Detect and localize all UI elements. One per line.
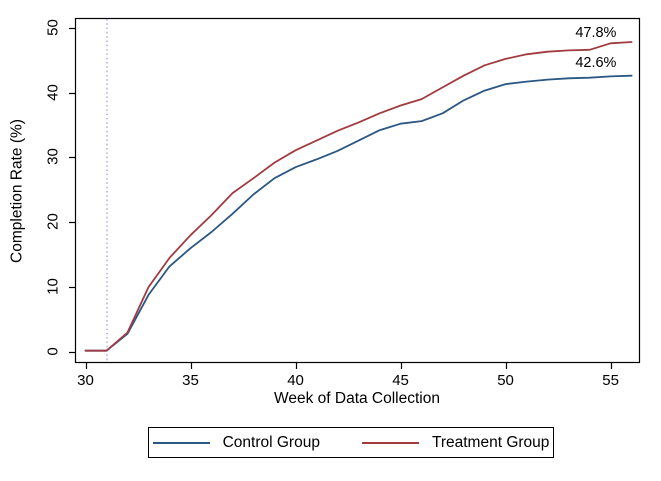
x-tick-label: 40: [287, 372, 304, 389]
y-tick-label: 10: [44, 278, 62, 295]
legend-entry-treatment: Treatment Group: [361, 433, 550, 452]
y-tick-label: 0: [44, 347, 62, 356]
x-tick-label: 45: [392, 372, 409, 389]
treatment-line-swatch: [361, 441, 419, 444]
treatment-group-line: [84, 41, 633, 352]
x-tick-label: 55: [602, 372, 619, 389]
control-line-swatch: [152, 441, 210, 444]
plot-frame: [74, 17, 641, 364]
x-tick-label: 50: [497, 372, 514, 389]
legend-label-control: Control Group: [222, 433, 320, 451]
legend-entry-control: Control Group: [152, 433, 320, 452]
annotation-label: 42.6%: [575, 54, 617, 71]
y-tick-label: 40: [44, 83, 62, 101]
legend-label-treatment: Treatment Group: [431, 433, 550, 451]
x-tick-label: 35: [182, 372, 199, 389]
y-tick-label: 50: [44, 18, 62, 36]
y-axis-title: Completion Rate (%): [8, 119, 26, 263]
annotation-label: 47.8%: [575, 24, 617, 41]
y-tick-label: 20: [44, 213, 62, 231]
x-axis-title: Week of Data Collection: [274, 390, 440, 407]
control-group-line: [84, 74, 633, 352]
x-tick-label: 30: [77, 372, 94, 389]
legend: Control Group Treatment Group: [148, 427, 554, 458]
y-tick-label: 30: [44, 148, 62, 166]
